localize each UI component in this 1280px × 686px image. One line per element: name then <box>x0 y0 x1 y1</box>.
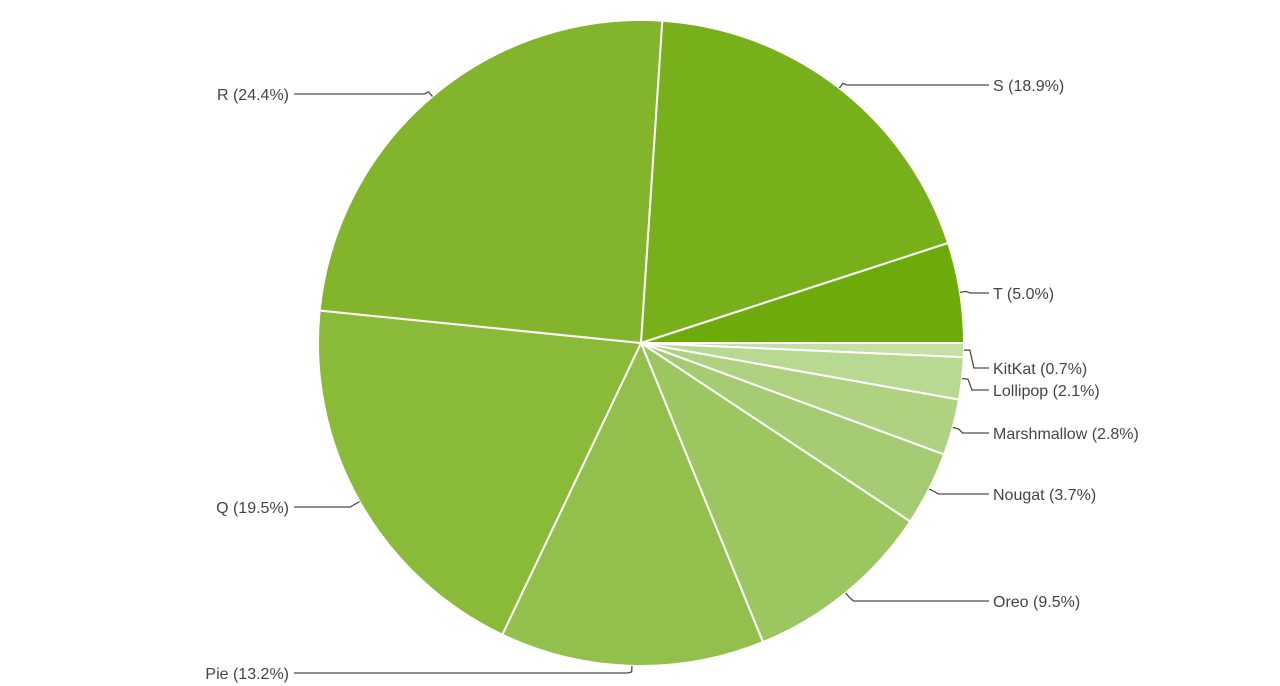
leader-line <box>928 488 989 495</box>
leader-line <box>294 665 633 674</box>
pie-slice <box>638 340 912 644</box>
slice-label: Q (19.5%) <box>216 500 289 517</box>
leader-line <box>294 90 433 97</box>
slice-label: Pie (13.2%) <box>205 666 289 683</box>
slice-label: Marshmallow (2.8%) <box>993 426 1139 443</box>
slice-label: R (24.4%) <box>217 87 289 104</box>
leader-line <box>963 349 989 369</box>
leader-line <box>959 290 989 294</box>
slice-label: Nougat (3.7%) <box>993 487 1096 504</box>
pie-slice <box>318 19 664 345</box>
slice-label: Oreo (9.5%) <box>993 594 1080 611</box>
leader-line <box>294 501 360 508</box>
slice-label: S (18.9%) <box>993 78 1064 95</box>
slice-label: T (5.0%) <box>993 286 1054 303</box>
pie-slice <box>640 241 966 344</box>
slice-label: Lollipop (2.1%) <box>993 383 1100 400</box>
leader-line <box>838 82 989 89</box>
leader-line <box>952 426 989 434</box>
leader-line <box>961 377 989 391</box>
pie-slice <box>317 309 643 637</box>
pie-slice <box>639 19 950 345</box>
leader-line <box>845 592 989 602</box>
pie-slice <box>500 340 765 667</box>
slice-label: KitKat (0.7%) <box>993 361 1087 378</box>
